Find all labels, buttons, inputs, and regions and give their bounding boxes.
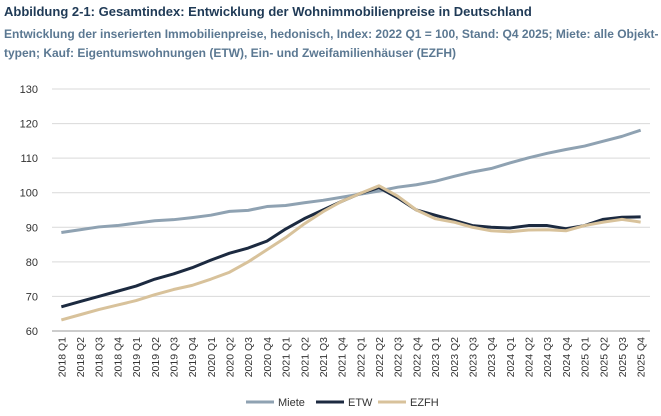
chart-subtitle: typen; Kauf: Eigentumswohnungen (ETW), E… — [4, 46, 456, 60]
x-tick-label: 2025 Q4 — [636, 337, 648, 377]
x-tick-label: 2022 Q3 — [393, 337, 405, 377]
x-tick-label: 2020 Q2 — [225, 337, 237, 377]
x-tick-label: 2025 Q1 — [580, 337, 592, 377]
x-tick-label: 2024 Q4 — [561, 337, 573, 377]
y-tick-label: 110 — [20, 153, 38, 165]
x-tick-label: 2022 Q2 — [374, 337, 386, 377]
x-tick-label: 2022 Q4 — [411, 337, 423, 377]
x-tick-label: 2024 Q1 — [505, 337, 517, 377]
x-tick-label: 2025 Q3 — [617, 337, 629, 377]
x-tick-label: 2018 Q4 — [112, 337, 124, 377]
x-tick-label: 2022 Q1 — [355, 337, 367, 377]
y-tick-label: 80 — [26, 257, 38, 269]
x-tick-label: 2020 Q3 — [243, 337, 255, 377]
line-series — [60, 186, 641, 309]
x-tick-label: 2019 Q3 — [168, 337, 180, 377]
x-tick-label: 2025 Q2 — [598, 337, 610, 377]
chart-subtitle: Entwicklung der inserierten Immobilienpr… — [4, 27, 659, 41]
x-tick-label: 2023 Q1 — [430, 337, 442, 377]
x-tick-label: 2018 Q2 — [75, 337, 87, 377]
y-tick-label: 90 — [26, 222, 38, 234]
y-tick-label: 130 — [20, 84, 38, 96]
legend-label: ETW — [348, 397, 373, 409]
x-tick-label: 2019 Q4 — [187, 337, 199, 377]
y-tick-label: 100 — [20, 188, 38, 200]
legend-label: Miete — [278, 397, 305, 409]
x-tick-label: 2018 Q1 — [56, 337, 68, 377]
y-tick-label: 70 — [26, 291, 38, 303]
x-tick-label: 2021 Q1 — [281, 337, 293, 377]
x-tick-label: 2023 Q4 — [486, 337, 498, 377]
line-series — [60, 184, 641, 322]
x-tick-label: 2023 Q3 — [467, 337, 479, 377]
legend-label: EZFH — [410, 397, 439, 409]
x-tick-label: 2019 Q2 — [150, 337, 162, 377]
x-tick-label: 2024 Q3 — [542, 337, 554, 377]
x-tick-label: 2019 Q1 — [131, 337, 143, 377]
x-tick-label: 2021 Q4 — [337, 337, 349, 377]
x-tick-label: 2021 Q2 — [299, 337, 311, 377]
x-tick-label: 2023 Q2 — [449, 337, 461, 377]
x-tick-label: 2021 Q3 — [318, 337, 330, 377]
x-tick-label: 2018 Q3 — [94, 337, 106, 377]
x-tick-label: 2020 Q4 — [262, 337, 274, 377]
line-series — [61, 128, 642, 234]
chart-title: Abbildung 2-1: Gesamtindex: Entwicklung … — [4, 4, 532, 19]
y-tick-label: 60 — [26, 326, 38, 338]
y-tick-label: 120 — [20, 119, 38, 131]
x-tick-label: 2020 Q1 — [206, 337, 218, 377]
x-tick-label: 2024 Q2 — [524, 337, 536, 377]
